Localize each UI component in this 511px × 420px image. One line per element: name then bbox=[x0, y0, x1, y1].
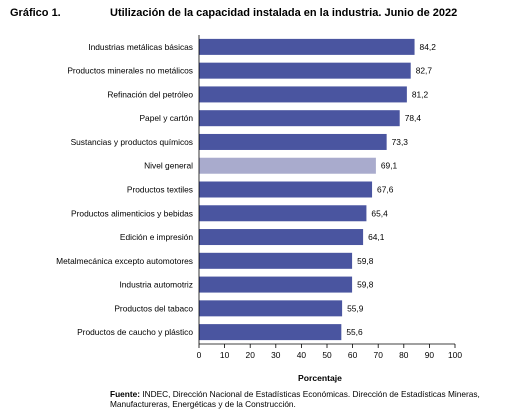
category-label: Productos minerales no metálicos bbox=[67, 66, 193, 76]
category-label: Papel y cartón bbox=[139, 113, 193, 123]
x-tick-label: 30 bbox=[271, 350, 281, 360]
category-label: Refinación del petróleo bbox=[107, 89, 193, 99]
source-note: Fuente: INDEC, Dirección Nacional de Est… bbox=[110, 389, 505, 409]
x-tick-label: 60 bbox=[348, 350, 358, 360]
category-label: Sustancias y productos químicos bbox=[71, 137, 193, 147]
value-label: 55,6 bbox=[346, 327, 363, 337]
value-label: 59,8 bbox=[357, 256, 374, 266]
x-tick-label: 40 bbox=[297, 350, 307, 360]
category-label: Productos del tabaco bbox=[114, 303, 193, 313]
bar bbox=[199, 276, 353, 293]
x-tick-label: 20 bbox=[246, 350, 256, 360]
value-label: 69,1 bbox=[381, 161, 398, 171]
value-label: 64,1 bbox=[368, 232, 385, 242]
x-tick-label: 80 bbox=[399, 350, 409, 360]
x-tick-label: 50 bbox=[322, 350, 332, 360]
value-label: 67,6 bbox=[377, 185, 394, 195]
bar bbox=[199, 62, 411, 79]
x-tick-label: 10 bbox=[220, 350, 230, 360]
bar bbox=[199, 324, 342, 341]
x-tick-label: 0 bbox=[197, 350, 202, 360]
category-label: Metalmecánica excepto automotores bbox=[56, 256, 193, 266]
category-label: Edición e impresión bbox=[120, 232, 193, 242]
value-label: 73,3 bbox=[392, 137, 409, 147]
bar bbox=[199, 133, 387, 150]
value-label: 59,8 bbox=[357, 280, 374, 290]
x-tick-label: 70 bbox=[374, 350, 384, 360]
value-label: 81,2 bbox=[412, 89, 429, 99]
bar bbox=[199, 38, 415, 55]
value-label: 55,9 bbox=[347, 303, 364, 313]
value-label: 82,7 bbox=[416, 66, 433, 76]
category-label: Industria automotriz bbox=[119, 280, 193, 290]
x-axis-title: Porcentaje bbox=[298, 373, 342, 383]
x-tick-label: 90 bbox=[425, 350, 435, 360]
source-text: INDEC, Dirección Nacional de Estadística… bbox=[110, 389, 480, 409]
chart-title: Utilización de la capacidad instalada en… bbox=[110, 7, 458, 19]
bar bbox=[199, 110, 400, 127]
bar bbox=[199, 229, 364, 246]
x-tick-label: 100 bbox=[448, 350, 462, 360]
category-label: Productos textiles bbox=[127, 185, 193, 195]
bar bbox=[199, 86, 407, 103]
category-label: Industrias metálicas básicas bbox=[88, 42, 193, 52]
value-label: 78,4 bbox=[405, 113, 422, 123]
bar bbox=[199, 252, 353, 269]
bar bbox=[199, 157, 376, 174]
bar bbox=[199, 300, 343, 317]
source-label: Fuente: bbox=[110, 389, 140, 399]
category-label: Productos alimenticios y bebidas bbox=[71, 208, 193, 218]
value-label: 84,2 bbox=[420, 42, 437, 52]
category-label: Nivel general bbox=[144, 161, 193, 171]
category-label: Productos de caucho y plástico bbox=[77, 327, 193, 337]
value-label: 65,4 bbox=[371, 208, 388, 218]
bar bbox=[199, 181, 373, 198]
bar bbox=[199, 205, 367, 222]
figure-number: Gráfico 1. bbox=[10, 7, 61, 19]
